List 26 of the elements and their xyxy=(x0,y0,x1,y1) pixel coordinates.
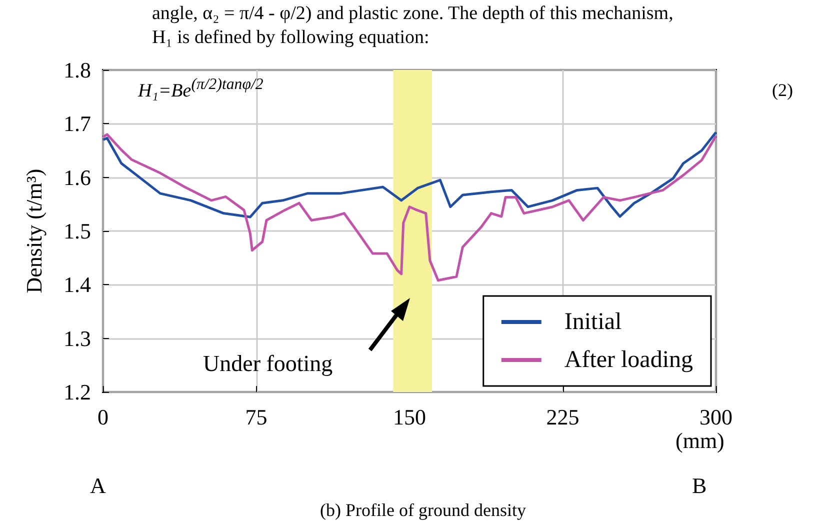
x-tick-label: 300 xyxy=(700,404,732,430)
legend-label: Initial xyxy=(564,309,622,335)
x-tick-label: 225 xyxy=(546,404,580,430)
y-axis-title: Density (t/m³) xyxy=(22,168,46,294)
annotation: Under footing xyxy=(203,351,333,377)
legend-label: After loading xyxy=(564,347,693,373)
text: B xyxy=(692,473,707,499)
annotation: H₁=Be$^{(π/2)tanφ/2}$ xyxy=(138,76,264,102)
y-tick-label: 1.6 xyxy=(64,164,91,190)
x-axis-title: (mm) xyxy=(676,428,724,454)
x-tick-label: 150 xyxy=(393,404,426,430)
y-tick-label: 1.7 xyxy=(64,111,91,136)
x-tick-label: 75 xyxy=(245,404,268,430)
line-series xyxy=(102,133,718,282)
text: angle, α₂ = π/4 - φ/2) and plastic zone. The depth of this mechanism, xyxy=(152,3,674,25)
y-tick-label: 1.3 xyxy=(64,326,91,351)
text: H₁ is defined by following equation: xyxy=(152,27,430,49)
line-series xyxy=(102,131,718,218)
text: (2) xyxy=(772,80,793,101)
text: A xyxy=(90,473,106,499)
y-tick-label: 1.8 xyxy=(64,58,91,82)
y-tick-label: 1.4 xyxy=(64,272,91,298)
y-tick-label: 1.5 xyxy=(64,218,91,244)
y-tick-label: 1.2 xyxy=(64,380,91,404)
x-tick-label: 0 xyxy=(98,404,108,430)
text: (b) Profile of ground density xyxy=(320,500,526,521)
